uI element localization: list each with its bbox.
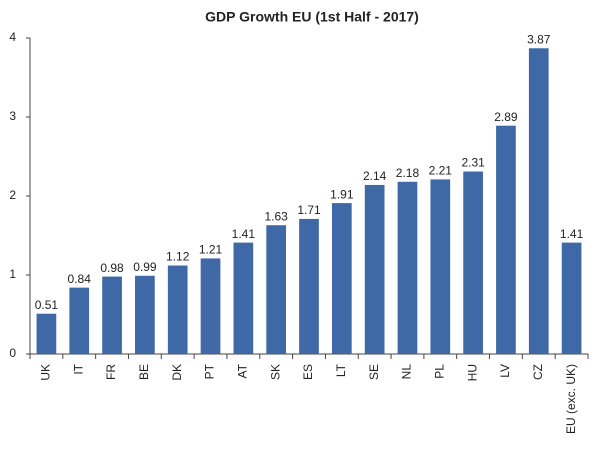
bar (69, 287, 90, 354)
y-tick-label: 2 (9, 188, 16, 202)
bar (167, 265, 188, 354)
bar (200, 258, 221, 354)
x-tick-label: HU (465, 364, 479, 381)
x-tick-label: PT (203, 363, 217, 379)
bar (299, 218, 319, 354)
x-tick-label: EU (exc. UK) (564, 364, 578, 434)
bar (233, 242, 254, 354)
value-label: 2.14 (363, 169, 387, 183)
x-tick-label: PL (432, 364, 446, 379)
bar (496, 125, 516, 354)
x-tick-label: CZ (531, 364, 545, 380)
y-tick-label: 1 (9, 267, 16, 281)
y-tick-label: 3 (9, 109, 16, 123)
x-tick-label: FR (104, 364, 118, 380)
value-label: 2.31 (461, 156, 485, 170)
value-label: 1.12 (166, 250, 190, 264)
value-label: 0.98 (100, 261, 124, 275)
x-tick-label: BE (137, 364, 151, 380)
x-tick-label: AT (236, 363, 250, 378)
value-label: 1.41 (560, 227, 584, 241)
bar (430, 179, 451, 354)
x-tick-label: NL (400, 364, 414, 380)
bar (266, 225, 287, 354)
x-tick-label: DK (170, 364, 184, 381)
value-label: 1.41 (232, 227, 256, 241)
bar (397, 181, 418, 354)
value-label: 1.21 (199, 243, 223, 257)
bar (102, 276, 122, 354)
bar (528, 48, 549, 355)
bar (135, 275, 155, 354)
value-label: 0.84 (68, 272, 92, 286)
chart-title: GDP Growth EU (1st Half - 2017) (205, 9, 419, 25)
value-label: 2.21 (429, 164, 453, 178)
value-label: 3.87 (527, 32, 551, 46)
x-tick-label: SK (268, 364, 282, 380)
bar (561, 242, 582, 354)
x-tick-label: LT (334, 363, 348, 377)
bar (364, 184, 385, 354)
y-tick-label: 0 (9, 346, 16, 360)
y-tick-label: 4 (9, 30, 16, 44)
bar (36, 313, 57, 354)
value-label: 0.99 (133, 260, 157, 274)
x-tick-label: UK (39, 364, 53, 381)
value-label: 2.18 (396, 166, 420, 180)
bar (331, 203, 352, 354)
x-tick-label: IT (71, 363, 85, 374)
value-label: 1.91 (330, 187, 354, 201)
value-label: 1.63 (264, 209, 288, 223)
bar (463, 171, 483, 354)
value-label: 0.51 (35, 298, 59, 312)
value-label: 2.89 (494, 110, 518, 124)
x-tick-label: LV (498, 364, 512, 378)
x-tick-label: ES (301, 364, 315, 380)
value-label: 1.71 (297, 203, 321, 217)
x-tick-label: SE (367, 364, 381, 380)
